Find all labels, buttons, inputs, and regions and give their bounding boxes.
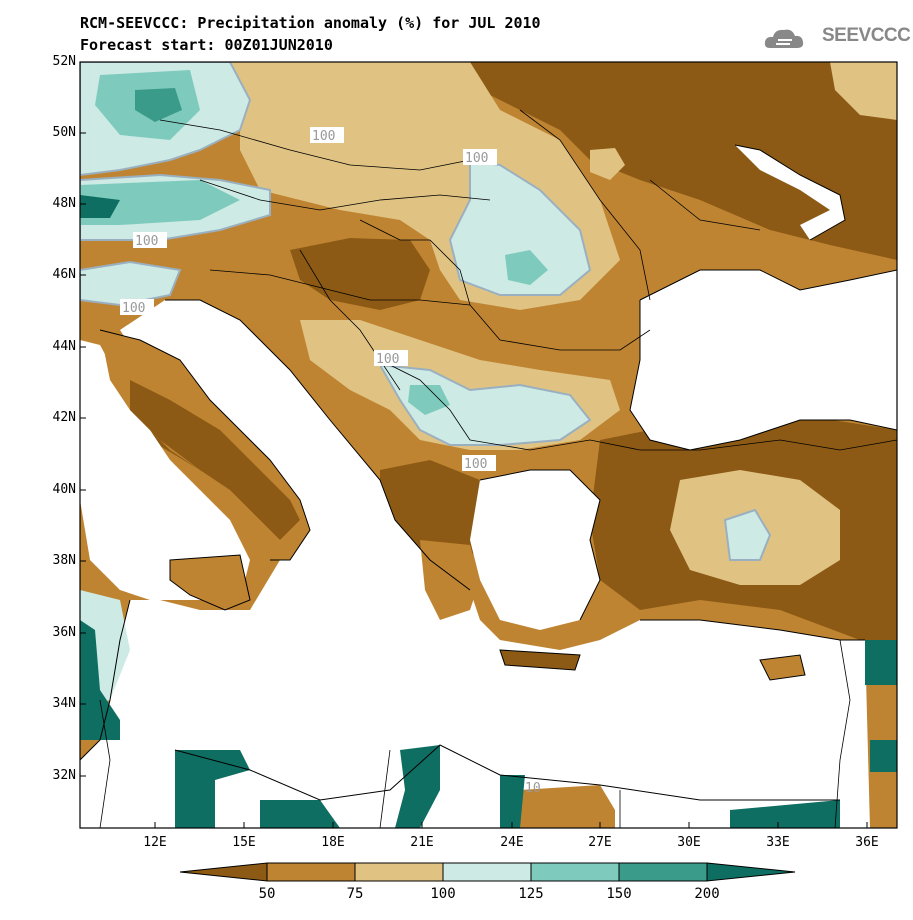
land-italy-south [130, 380, 300, 540]
logo-text: SEEVCCC [822, 25, 911, 46]
land-nile-delta-teal [730, 800, 840, 828]
contour-label: 100 [465, 151, 488, 166]
lat-label: 40N [52, 482, 76, 497]
map-title: RCM-SEEVCCC: Precipitation anomaly (%) f… [80, 14, 541, 32]
colorbar-label: 150 [606, 886, 632, 902]
colorbar-label: 125 [518, 886, 544, 902]
lon-label: 12E [143, 835, 167, 850]
lon-label: 21E [410, 835, 434, 850]
anomaly-area-dark-teal [135, 88, 182, 122]
land-libya-teal [175, 750, 250, 828]
lat-ticks [80, 61, 86, 777]
lon-label: 30E [677, 835, 701, 850]
colorbar-label: 50 [258, 886, 276, 902]
country-borders [99, 109, 897, 828]
land-cyprus [760, 655, 805, 680]
lat-label: 52N [52, 54, 76, 69]
lat-label: 44N [52, 339, 76, 354]
lon-label: 24E [500, 835, 524, 850]
contour-label: 100 [122, 301, 145, 316]
land-egypt-teal [500, 775, 525, 828]
lon-label: 18E [321, 835, 345, 850]
contour-label: 100 [312, 129, 335, 144]
land-libya-teal [260, 800, 340, 828]
land-crete [500, 650, 580, 670]
lat-label: 36N [52, 625, 76, 640]
sea-area-aegean [470, 470, 600, 630]
map-subtitle: Forecast start: 00Z01JUN2010 [80, 36, 333, 54]
anomaly-area-tan [590, 148, 625, 180]
contour-label: 100 [376, 352, 399, 367]
anomaly-area-pale-teal [723, 508, 772, 561]
anomaly-area-pale-teal [448, 158, 592, 296]
lat-label: 32N [52, 768, 76, 783]
colorbar-segment [530, 862, 620, 882]
lon-label: 15E [232, 835, 256, 850]
colorbar-segment [266, 862, 356, 882]
lat-label: 34N [52, 696, 76, 711]
colorbar-segment [354, 862, 444, 882]
sea-area-black-sea [630, 270, 897, 450]
lat-label: 46N [52, 267, 76, 282]
sea-area-adriatic-mediterranean [80, 300, 870, 828]
anomaly-area-dark-teal [80, 195, 120, 218]
contour-labels: 100 100 100 100 100 100 10 [120, 127, 541, 796]
contour-label: 100 [464, 457, 487, 472]
lat-label: 38N [52, 553, 76, 568]
contour-label: 10 [525, 781, 541, 796]
colorbar-segment [442, 862, 532, 882]
colorbar-label: 100 [430, 886, 456, 902]
colorbar-segment [618, 862, 708, 882]
lat-label: 48N [52, 196, 76, 211]
anomaly-area-teal [505, 250, 548, 285]
land-greece-peninsula [420, 540, 480, 620]
anomaly-area-tan [830, 62, 897, 120]
lat-label: 42N [52, 410, 76, 425]
land-egypt-brown [515, 785, 615, 828]
map-frame [79, 61, 898, 829]
anomaly-area-dark-brown [470, 62, 897, 260]
colorbar-label: 75 [346, 886, 364, 902]
colorbar-segment [179, 862, 268, 882]
land-cyrenaica-teal [395, 745, 440, 828]
sea-area-azov [735, 145, 845, 240]
colorbar [179, 862, 796, 882]
lon-label: 33E [766, 835, 790, 850]
cloud-logo-icon [764, 29, 804, 48]
lon-label: 36E [855, 835, 879, 850]
land-levant-teal [870, 740, 897, 772]
contour-label: 100 [135, 234, 158, 249]
land-sicily [170, 555, 250, 610]
land-tunisia-teal [80, 620, 120, 740]
colorbar-label: 200 [694, 886, 720, 902]
anomaly-area-teal [80, 180, 240, 225]
lon-ticks [154, 822, 868, 828]
sea-area-tyrrhenian [80, 340, 250, 600]
anomaly-area-pale-teal [80, 260, 182, 307]
land-levant-teal [865, 640, 897, 685]
lon-label: 27E [588, 835, 612, 850]
coastlines [80, 144, 897, 801]
anomaly-area-teal [408, 385, 450, 415]
lat-label: 50N [52, 125, 76, 140]
colorbar-segment [706, 862, 796, 882]
